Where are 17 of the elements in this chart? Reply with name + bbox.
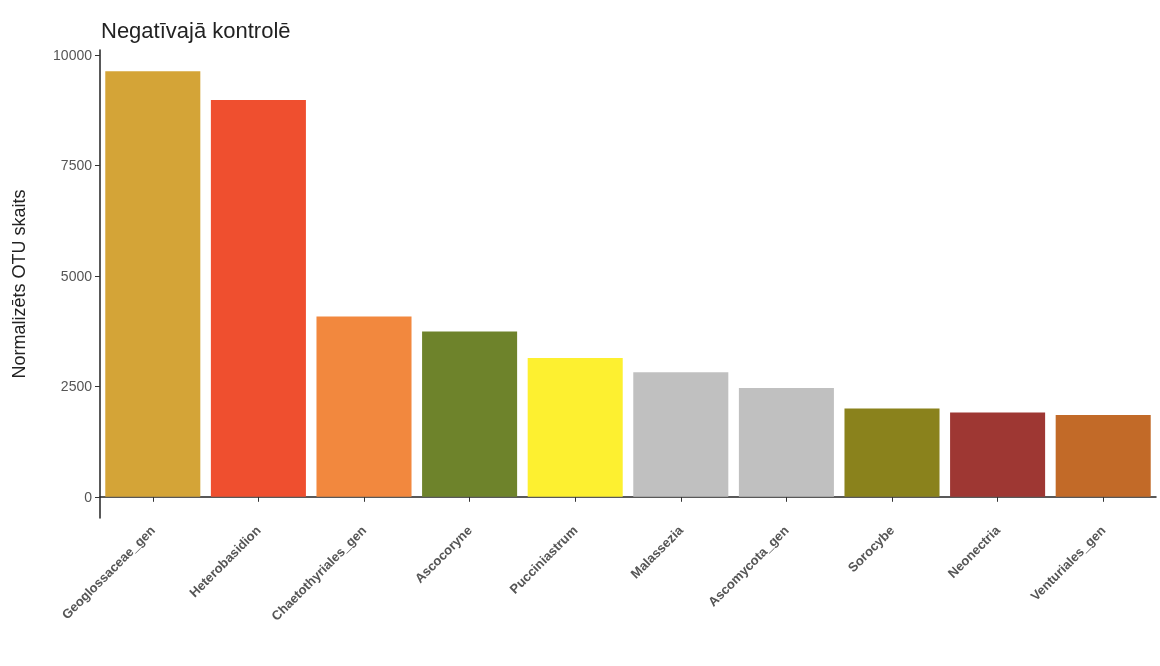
y-tick-label: 5000 bbox=[60, 267, 93, 284]
y-tick-label: 7500 bbox=[60, 157, 93, 174]
bar bbox=[1055, 415, 1151, 497]
y-tick-label: 0 bbox=[84, 488, 93, 505]
chart-title: Negatīvajā kontrolē bbox=[101, 17, 291, 43]
y-tick-label: 10000 bbox=[53, 46, 93, 63]
bar bbox=[210, 99, 306, 497]
bar bbox=[316, 316, 412, 497]
bar bbox=[844, 408, 940, 497]
bar bbox=[633, 372, 729, 497]
bar bbox=[422, 331, 518, 497]
bar bbox=[738, 388, 834, 497]
y-axis-title: Normalizēts OTU skaits bbox=[9, 189, 29, 379]
bar bbox=[950, 412, 1046, 497]
y-tick-label: 2500 bbox=[60, 378, 93, 395]
bar bbox=[105, 71, 201, 497]
bar bbox=[527, 358, 623, 497]
